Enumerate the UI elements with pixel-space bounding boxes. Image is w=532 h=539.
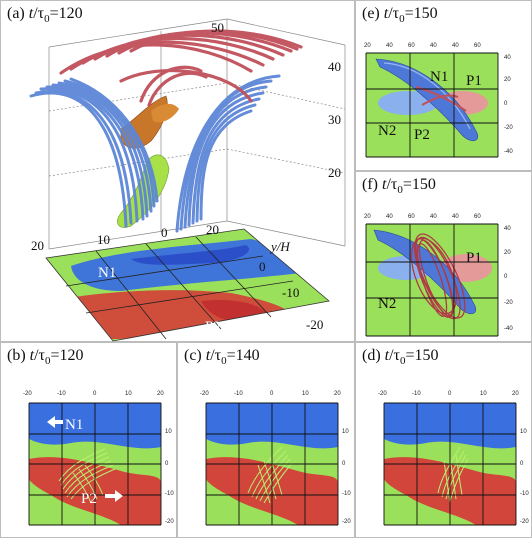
- panel-d: -20 -10 0 10 20 10 0 -10 -20 (d) t/τ0=15…: [355, 342, 532, 538]
- panel-b-figure: -20 -10 0 10 20 10 0 -10 -20 N1 P2: [23, 391, 174, 526]
- f-top-tick-3: 60: [408, 214, 415, 220]
- d-top-tick-3: 0: [448, 391, 452, 397]
- b-side-tick-1: 10: [165, 429, 172, 435]
- b-marker-p2: P2: [81, 491, 97, 507]
- f-marker-p1: P1: [466, 250, 482, 266]
- panel-e-figure: 20 40 60 40 40 60 40 20 0 -20 -40 N1 P1 …: [364, 43, 513, 158]
- blue-fieldlines-right: [175, 74, 281, 233]
- panel-a-label: (a) t/τ0=120: [7, 5, 83, 26]
- p2-arrow-icon: [105, 490, 123, 502]
- blue-fieldlines-left: [29, 77, 159, 228]
- e-top-tick-4: 40: [430, 43, 437, 49]
- panel-e-label: (e) t/τ0=150: [362, 5, 438, 26]
- magnetogram-slab: [46, 229, 329, 341]
- f-top-tick-2: 40: [386, 214, 393, 220]
- e-side-tick-3: 0: [504, 101, 508, 107]
- e-marker-p1: P1: [466, 73, 482, 89]
- panel-a: 50 40 30 20 20 20 10 0 0 -10 -20 y/H N1 …: [0, 0, 355, 342]
- marker-p2: P2: [205, 319, 221, 335]
- axis-box: [48, 18, 346, 250]
- b-side-tick-3: -10: [165, 491, 174, 497]
- d-side-tick-4: -20: [520, 519, 529, 525]
- y-axis-title: y/H: [269, 239, 290, 254]
- x-tick-0: 0: [161, 225, 168, 240]
- c-top-tick-2: -10: [234, 391, 243, 397]
- b-side-tick-2: 0: [165, 461, 169, 467]
- f-side-tick-4: -20: [504, 300, 513, 306]
- b-side-tick-4: -20: [165, 519, 174, 525]
- f-side-tick-3: 0: [504, 274, 508, 280]
- n1-arrow-icon: [47, 416, 63, 428]
- e-top-tick-3: 60: [408, 43, 415, 49]
- c-side-tick-3: -10: [342, 491, 351, 497]
- f-marker-n2: N2: [378, 296, 396, 312]
- d-side-tick-2: 0: [520, 461, 524, 467]
- panel-f-label: (f) t/τ0=150: [362, 176, 436, 197]
- e-marker-n1: N1: [430, 69, 448, 85]
- e-side-tick-5: -40: [504, 149, 513, 155]
- c-fieldlines: [247, 446, 293, 504]
- c-side-tick-1: 10: [342, 429, 349, 435]
- b-top-tick-1: -20: [23, 391, 32, 397]
- c-top-tick-5: 20: [334, 391, 341, 397]
- red-fieldlines: [59, 29, 303, 107]
- d-top-tick-1: -20: [378, 391, 387, 397]
- c-top-tick-3: 0: [270, 391, 274, 397]
- panel-c-label: (c) t/τ0=140: [184, 347, 260, 368]
- e-marker-n2: N2: [378, 123, 396, 139]
- e-side-tick-1: 40: [504, 55, 511, 61]
- f-side-tick-5: -40: [504, 326, 513, 332]
- x-tick-10: 10: [97, 232, 110, 247]
- d-top-tick-4: 10: [480, 391, 487, 397]
- f-top-tick-6: 60: [474, 214, 481, 220]
- d-top-tick-5: 20: [512, 391, 519, 397]
- z-tick-40: 40: [328, 59, 341, 74]
- f-side-tick-2: 20: [504, 250, 511, 256]
- panel-b: -20 -10 0 10 20 10 0 -10 -20 N1 P2 (b) t…: [0, 342, 177, 538]
- y-tick-minus10: -10: [282, 285, 299, 300]
- panel-f-figure: 20 40 60 40 40 60 40 20 0 -20 -40 P1 N2: [364, 214, 513, 337]
- e-top-tick-5: 40: [452, 43, 459, 49]
- d-side-tick-3: -10: [520, 491, 529, 497]
- b-top-tick-5: 20: [157, 391, 164, 397]
- panel-c: -20 -10 0 10 20 10 0 -10 -20 (c) t/τ0=14…: [177, 342, 355, 538]
- panel-b-label: (b) t/τ0=120: [7, 347, 84, 368]
- d-top-tick-2: -10: [412, 391, 421, 397]
- e-side-tick-4: -20: [504, 125, 513, 131]
- slab-grid: [65, 236, 294, 340]
- panel-e: 20 40 60 40 40 60 40 20 0 -20 -40 N1 P1 …: [355, 0, 532, 171]
- e-side-tick-2: 20: [504, 77, 511, 83]
- b-top-tick-3: 0: [93, 391, 97, 397]
- b-marker-n1: N1: [65, 417, 83, 433]
- d-side-tick-1: 10: [520, 429, 527, 435]
- panel-c-figure: -20 -10 0 10 20 10 0 -10 -20: [200, 391, 351, 526]
- f-top-tick-1: 20: [364, 214, 371, 220]
- e-top-tick-6: 60: [474, 43, 481, 49]
- e-top-tick-2: 40: [386, 43, 393, 49]
- f-top-tick-4: 40: [430, 214, 437, 220]
- y-tick-minus20: -20: [306, 317, 323, 332]
- c-top-tick-4: 10: [302, 391, 309, 397]
- panel-d-figure: -20 -10 0 10 20 10 0 -10 -20: [378, 391, 529, 526]
- e-top-tick-1: 20: [364, 43, 371, 49]
- f-side-tick-1: 40: [504, 226, 511, 232]
- b-top-tick-2: -10: [57, 391, 66, 397]
- c-side-tick-4: -20: [342, 519, 351, 525]
- z-tick-20-left: 20: [206, 222, 219, 237]
- z-tick-30: 30: [328, 112, 341, 127]
- panel-f: 20 40 60 40 40 60 40 20 0 -20 -40 P1 N2 …: [355, 171, 532, 342]
- c-side-tick-2: 0: [342, 461, 346, 467]
- f-top-tick-5: 40: [452, 214, 459, 220]
- z-tick-50: 50: [211, 20, 224, 35]
- x-tick-20: 20: [31, 238, 44, 253]
- marker-n1: N1: [98, 265, 116, 281]
- b-top-tick-4: 10: [125, 391, 132, 397]
- panel-a-figure: 50 40 30 20 20 20 10 0 0 -10 -20 y/H N1 …: [29, 18, 346, 342]
- c-top-tick-1: -20: [200, 391, 209, 397]
- z-tick-20-z: 20: [328, 165, 341, 180]
- panel-d-label: (d) t/τ0=150: [362, 347, 439, 368]
- e-marker-p2: P2: [414, 127, 430, 143]
- y-tick-0: 0: [259, 259, 266, 274]
